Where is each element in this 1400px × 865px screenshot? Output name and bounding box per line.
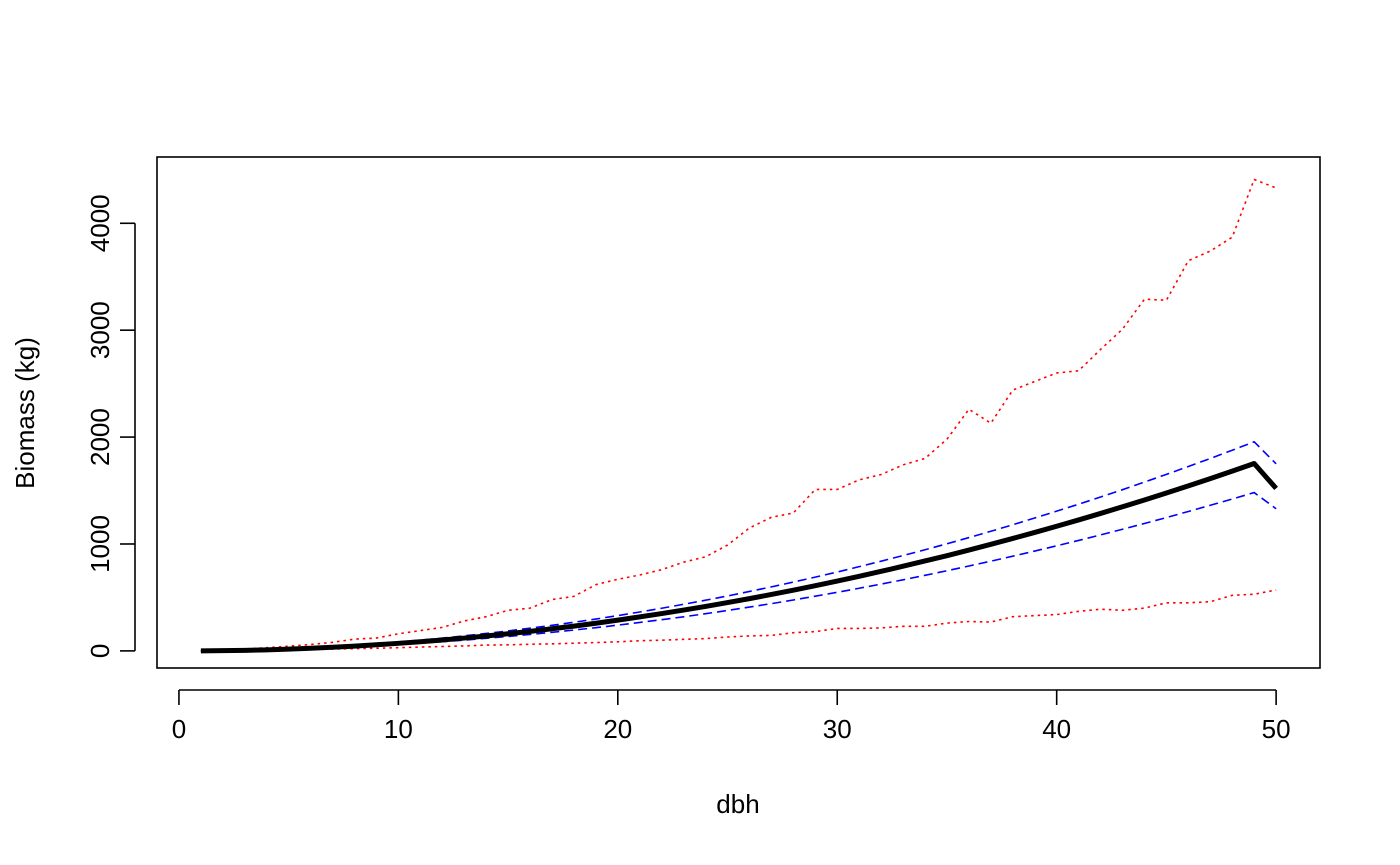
- y-tick-label: 0: [85, 644, 115, 658]
- x-tick-label: 50: [1262, 714, 1291, 744]
- x-axis-label: dbh: [716, 789, 759, 819]
- x-tick-label: 40: [1042, 714, 1071, 744]
- y-axis: 0 1000 2000 3000 4000: [85, 194, 136, 658]
- x-tick-label: 20: [603, 714, 632, 744]
- x-tick-label: 30: [823, 714, 852, 744]
- series-layer: [200, 178, 1278, 654]
- series-line-4: [200, 178, 1277, 652]
- series-line-5: [200, 589, 1277, 652]
- plot-frame: [156, 156, 1321, 669]
- x-axis: 0 10 20 30 40 50: [172, 689, 1291, 744]
- y-tick-label: 4000: [85, 194, 115, 252]
- x-tick-label: 0: [172, 714, 186, 744]
- y-tick-label: 2000: [85, 408, 115, 466]
- y-axis-label: Biomass (kg): [10, 337, 40, 489]
- series-line-3: [200, 491, 1277, 652]
- series-line-2: [200, 440, 1277, 652]
- x-tick-label: 10: [384, 714, 413, 744]
- y-tick-label: 1000: [85, 515, 115, 573]
- y-tick-label: 3000: [85, 301, 115, 359]
- series-line-1: [200, 460, 1278, 654]
